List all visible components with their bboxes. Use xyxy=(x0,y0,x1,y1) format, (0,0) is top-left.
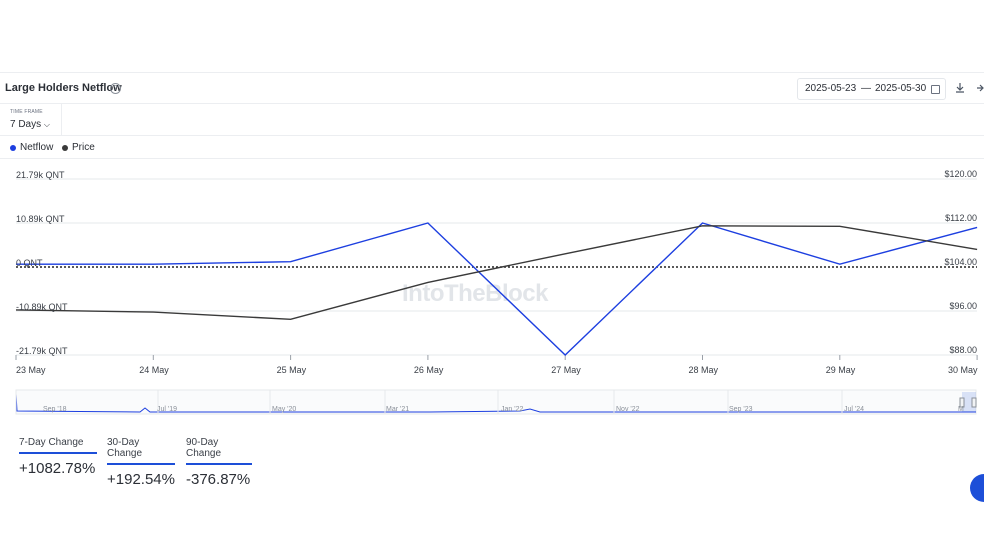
navigator-label: May '20 xyxy=(272,406,297,413)
share-icon[interactable] xyxy=(975,84,984,92)
y-tick-label-right: $120.00 xyxy=(944,169,977,179)
time-frame-label: TIME FRAME xyxy=(10,109,43,115)
navigator-label: Sep '18 xyxy=(43,406,67,413)
legend-divider xyxy=(0,158,984,159)
top-border xyxy=(0,72,984,73)
chart-title: Large Holders Netflow xyxy=(5,82,122,94)
x-tick-label: 28 May xyxy=(688,365,719,375)
legend-label-netflow: Netflow xyxy=(20,142,54,153)
y-tick-label-right: $112.00 xyxy=(945,213,977,223)
y-tick-label-left: 21.79k QNT xyxy=(16,170,65,180)
stat-90-day-value: -376.87% xyxy=(186,471,251,488)
navigator-label: Jul '19 xyxy=(157,406,178,413)
time-frame-value: 7 Days xyxy=(10,119,42,130)
time-frame-separator xyxy=(61,104,62,135)
toolbar-divider xyxy=(0,135,984,136)
legend-label-price: Price xyxy=(72,142,95,153)
x-tick-label: 27 May xyxy=(551,365,581,375)
date-separator: — xyxy=(861,83,871,94)
stat-30-day-label: 30-Day Change xyxy=(107,437,175,465)
header-divider xyxy=(0,103,984,104)
navigator-label: Jul '24 xyxy=(844,406,865,413)
chevron-down-icon: ⌵ xyxy=(43,120,50,129)
date-start: 2025-05-23 xyxy=(805,83,857,94)
time-frame-select[interactable]: 7 Days ⌵ xyxy=(10,119,50,130)
y-tick-label-left: -10.89k QNT xyxy=(16,302,68,312)
y-tick-label-right: $88.00 xyxy=(949,345,977,355)
y-tick-label-left: -21.79k QNT xyxy=(16,346,68,356)
navigator-label: M xyxy=(958,406,964,413)
navigator-label: Jan '22 xyxy=(501,406,524,413)
stat-7-day: 7-Day Change +1082.78% xyxy=(19,437,97,477)
x-tick-label: 25 May xyxy=(276,365,307,375)
calendar-icon xyxy=(931,85,940,94)
watermark: IntoTheBlock xyxy=(402,280,549,307)
stat-7-day-label: 7-Day Change xyxy=(19,437,97,454)
stat-90-day: 90-Day Change -376.87% xyxy=(186,437,252,488)
x-tick-label: 29 May xyxy=(825,365,856,375)
stat-7-day-value: +1082.78% xyxy=(19,460,96,477)
y-tick-label-left: 0 QNT xyxy=(16,258,43,268)
stat-90-day-label: 90-Day Change xyxy=(186,437,252,465)
x-tick-label: 26 May xyxy=(413,365,444,375)
navigator-label: Mar '21 xyxy=(386,406,410,413)
date-end: 2025-05-30 xyxy=(875,83,927,94)
download-icon[interactable] xyxy=(955,82,965,94)
y-tick-label-left: 10.89k QNT xyxy=(16,214,65,224)
y-tick-label-right: $104.00 xyxy=(944,257,977,267)
price-legend-dot xyxy=(62,144,68,151)
netflow-legend-dot xyxy=(10,144,16,151)
navigator-selection xyxy=(962,392,976,412)
legend-item-netflow[interactable]: Netflow xyxy=(10,142,53,153)
question-circle-icon[interactable]: ? xyxy=(110,83,121,94)
x-tick-label: 30 May xyxy=(948,365,978,375)
x-tick-label: 24 May xyxy=(139,365,169,375)
legend-item-price[interactable]: Price xyxy=(62,142,95,153)
date-range-picker[interactable]: 2025-05-23 — 2025-05-30 xyxy=(797,78,946,100)
stat-30-day-value: +192.54% xyxy=(107,471,175,488)
navigator-handle xyxy=(971,397,977,408)
navigator-label: Sep '23 xyxy=(729,406,753,413)
y-tick-label-right: $96.00 xyxy=(949,301,977,311)
x-tick-label: 23 May xyxy=(16,365,46,375)
chat-bubble-icon[interactable] xyxy=(970,474,984,502)
navigator-label: Nov '22 xyxy=(616,406,640,413)
stat-30-day: 30-Day Change +192.54% xyxy=(107,437,175,488)
